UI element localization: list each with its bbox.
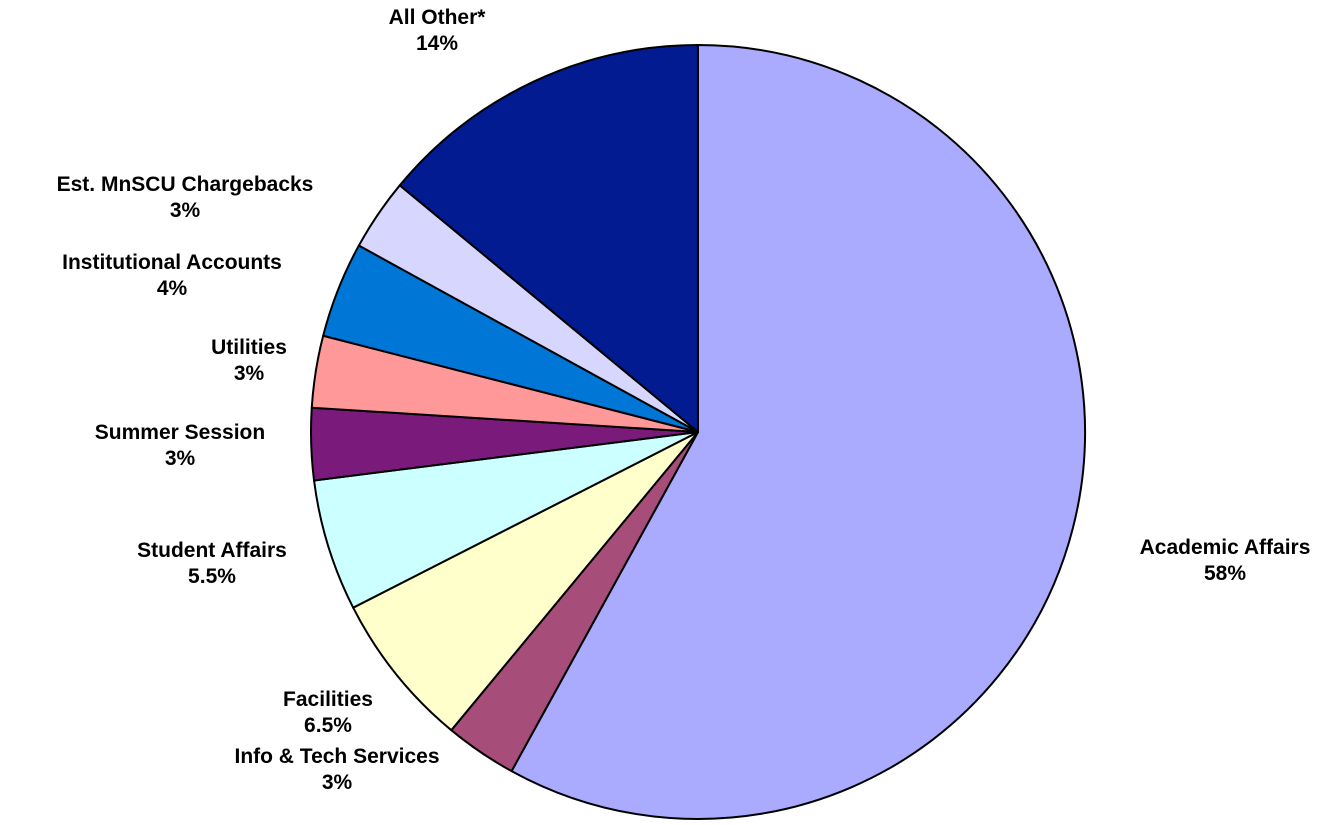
slice-name: Institutional Accounts: [62, 251, 282, 274]
pie-slice-facilities: [352, 431, 699, 732]
slice-percent: 58%: [1203, 562, 1247, 585]
pie-slice-academic-affairs: [510, 44, 1086, 820]
slice-label-info-tech-services: Info & Tech Services 3%: [234, 744, 439, 796]
slice-label-all-other: All Other* 14%: [389, 5, 486, 57]
slice-label-academic-affairs: Academic Affairs 58%: [1140, 535, 1311, 587]
pie-slice-student-affairs: [313, 431, 699, 609]
slice-label-student-affairs: Student Affairs 5.5%: [137, 538, 287, 590]
slice-name: Est. MnSCU Chargebacks: [56, 173, 314, 196]
pie-slice-all-other: [398, 44, 699, 433]
slice-percent: 3%: [164, 447, 196, 470]
slice-name: Summer Session: [94, 421, 266, 444]
slice-percent: 3%: [233, 362, 265, 385]
slice-label-summer-session: Summer Session 3%: [95, 420, 265, 472]
slice-label-facilities: Facilities 6.5%: [283, 687, 373, 739]
slice-name: All Other*: [388, 6, 486, 29]
slice-percent: 6.5%: [304, 714, 352, 737]
slice-label-utilities: Utilities 3%: [211, 335, 287, 387]
slice-percent: 5.5%: [188, 565, 236, 588]
slice-percent: 3%: [321, 771, 353, 794]
slice-percent: 4%: [156, 277, 188, 300]
slice-label-est-mnscu-chargebacks: Est. MnSCU Chargebacks 3%: [57, 172, 314, 224]
slice-name: Student Affairs: [137, 539, 287, 562]
slice-name: Academic Affairs: [1139, 536, 1311, 559]
slice-label-institutional-accounts: Institutional Accounts 4%: [62, 250, 282, 302]
slice-name: Utilities: [211, 336, 287, 359]
slice-name: Info & Tech Services: [234, 745, 440, 768]
slice-name: Facilities: [283, 688, 373, 711]
slice-percent: 14%: [415, 32, 459, 55]
slice-percent: 3%: [169, 199, 201, 222]
